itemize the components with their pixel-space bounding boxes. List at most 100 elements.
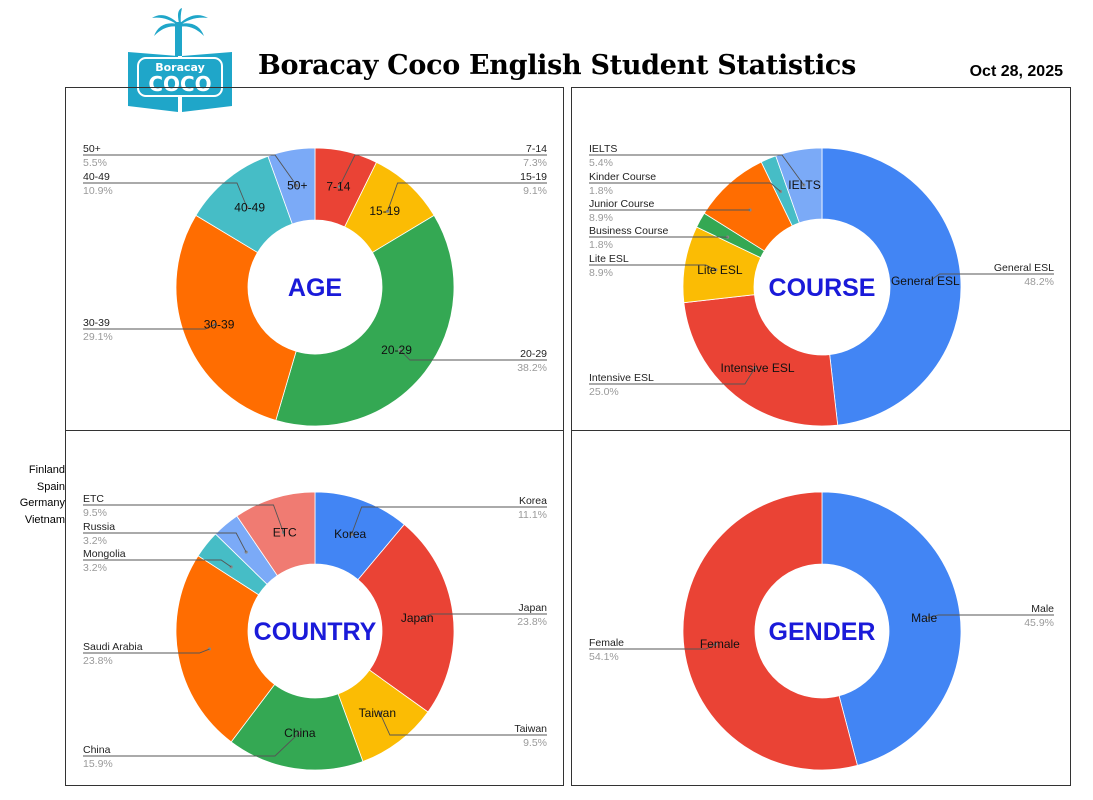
leader-line [379, 712, 547, 736]
center-label: COURSE [769, 274, 876, 302]
center-label: AGE [288, 274, 342, 302]
callout-label-korea: Korea [519, 495, 547, 507]
slice-label-15-19: 15-19 [369, 204, 400, 218]
report-date: Oct 28, 2025 [969, 63, 1063, 80]
slice-label-ielts: IELTS [788, 178, 820, 192]
callout-pct-20-29: 38.2% [517, 362, 547, 374]
callout-pct-30-39: 29.1% [83, 331, 113, 343]
leader-line [83, 532, 247, 553]
slice-saudi-arabia [175, 555, 276, 743]
callout-dot [244, 550, 248, 554]
slices [682, 491, 962, 771]
slice-label-intensive-esl: Intensive ESL [721, 361, 795, 375]
leader-line [387, 182, 547, 212]
labels: General ESL General ESL 48.2% Intensive ESL… [589, 143, 1054, 398]
slice-japan [357, 523, 455, 713]
callout-pct-mongolia: 3.2% [83, 562, 107, 574]
country-donut-chart: Korea Korea 11.1% Japan Japan 23.8% Taiwan Taiw… [83, 491, 547, 771]
leader-lines [83, 504, 547, 757]
callout-label-ielts: IELTS [589, 143, 617, 155]
callout-pct-intensive-esl: 25.0% [589, 386, 619, 398]
slice-label-general-esl: General ESL [891, 274, 960, 288]
slice-label-20-29: 20-29 [381, 343, 412, 357]
page-title: Boracay Coco English Student Statistics [258, 50, 856, 81]
leader-line [83, 324, 216, 330]
leader-line [83, 154, 297, 186]
slice-china [230, 683, 364, 771]
leader-lines [589, 154, 1054, 385]
slice-label-korea: Korea [334, 527, 366, 541]
callout-pct-female: 54.1% [589, 651, 619, 663]
callout-pct-lite-esl: 8.9% [589, 267, 613, 279]
course-donut-chart: General ESL General ESL 48.2% Intensive ESL… [589, 143, 1054, 427]
slice-label-40-49: 40-49 [234, 200, 265, 214]
side-note: Finland [28, 464, 65, 476]
slice-label-male: Male [911, 611, 937, 625]
leader-line [351, 506, 547, 535]
callout-pct-korea: 11.1% [518, 509, 547, 521]
side-notes: Finland Spain Germany Vietnam [10, 462, 65, 528]
leader-line [589, 643, 716, 650]
callout-label-lite-esl: Lite ESL [589, 253, 629, 265]
callout-label-intensive-esl: Intensive ESL [589, 372, 654, 384]
callout-label-saudi-arabia: Saudi Arabia [83, 641, 143, 653]
callout-label-china: China [83, 744, 111, 756]
slices [175, 147, 455, 427]
slice-general-esl [821, 147, 962, 426]
callout-pct-50: 5.5% [83, 157, 107, 169]
callout-pct-japan: 23.8% [517, 616, 547, 628]
callout-pct-7-14: 7.3% [523, 157, 547, 169]
callout-dot [281, 530, 286, 535]
slice-label-china: China [284, 726, 316, 740]
logo-main-text: COCO [148, 72, 211, 96]
callout-pct-etc: 9.5% [83, 507, 107, 519]
center-label: COUNTRY [254, 618, 377, 646]
slice-label-taiwan: Taiwan [359, 706, 396, 720]
labels: Male Male 45.9% Female Female 54.1% [589, 603, 1054, 663]
slice-label-female: Female [700, 637, 740, 651]
leader-line [83, 648, 210, 654]
slices [175, 491, 455, 771]
callout-pct-russia: 3.2% [83, 535, 107, 547]
slices [682, 147, 962, 427]
callout-pct-40-49: 10.9% [83, 185, 113, 197]
side-note: Vietnam [24, 513, 65, 526]
slice-label-japan: Japan [401, 611, 434, 625]
slice-label-50: 50+ [287, 179, 307, 193]
book-icon [128, 52, 232, 112]
logo: Boracay COCO [128, 8, 232, 112]
callout-pct-saudi-arabia: 23.8% [83, 655, 113, 667]
leader-line [83, 559, 232, 568]
slice-label-lite-esl: Lite ESL [697, 263, 743, 277]
leader-lines [589, 614, 1054, 650]
callout-label-50: 50+ [83, 143, 101, 155]
callout-pct-china: 15.9% [83, 758, 113, 770]
callout-label-male: Male [1031, 603, 1054, 615]
age-chart-panel: 7-14 7-14 7.3% 15-19 15-19 9.1% 20-29 20-29 38.2… [65, 87, 564, 431]
leader-line [421, 613, 547, 619]
labels: 7-14 7-14 7.3% 15-19 15-19 9.1% 20-29 20-29 38.2… [83, 143, 547, 374]
slice-male [821, 491, 962, 766]
leader-line [83, 732, 300, 757]
leader-line [929, 273, 1054, 282]
callout-pct-general-esl: 48.2% [1024, 276, 1054, 288]
side-note: Germany [19, 497, 65, 509]
callout-label-15-19: 15-19 [520, 171, 547, 183]
callout-pct-junior-course: 8.9% [589, 212, 613, 224]
callout-label-junior-course: Junior Course [589, 198, 655, 210]
side-note: Spain [36, 480, 65, 493]
logo-top-text: Boracay [155, 61, 205, 74]
callout-label-40-49: 40-49 [83, 171, 110, 183]
slice-intensive-esl [683, 294, 839, 427]
gender-donut-chart: Male Male 45.9% Female Female 54.1% GENDER [589, 491, 1054, 771]
palm-tree-icon [152, 8, 208, 56]
callout-label-mongolia: Mongolia [83, 548, 126, 560]
leader-line [589, 264, 716, 271]
gender-chart-panel: Male Male 45.9% Female Female 54.1% GENDER [571, 430, 1071, 786]
callout-label-general-esl: General ESL [994, 262, 1054, 274]
leader-line [589, 154, 805, 186]
callout-label-russia: Russia [83, 521, 115, 533]
callout-label-7-14: 7-14 [526, 143, 547, 155]
leader-line [338, 154, 547, 187]
slice-label-etc: ETC [273, 526, 297, 540]
